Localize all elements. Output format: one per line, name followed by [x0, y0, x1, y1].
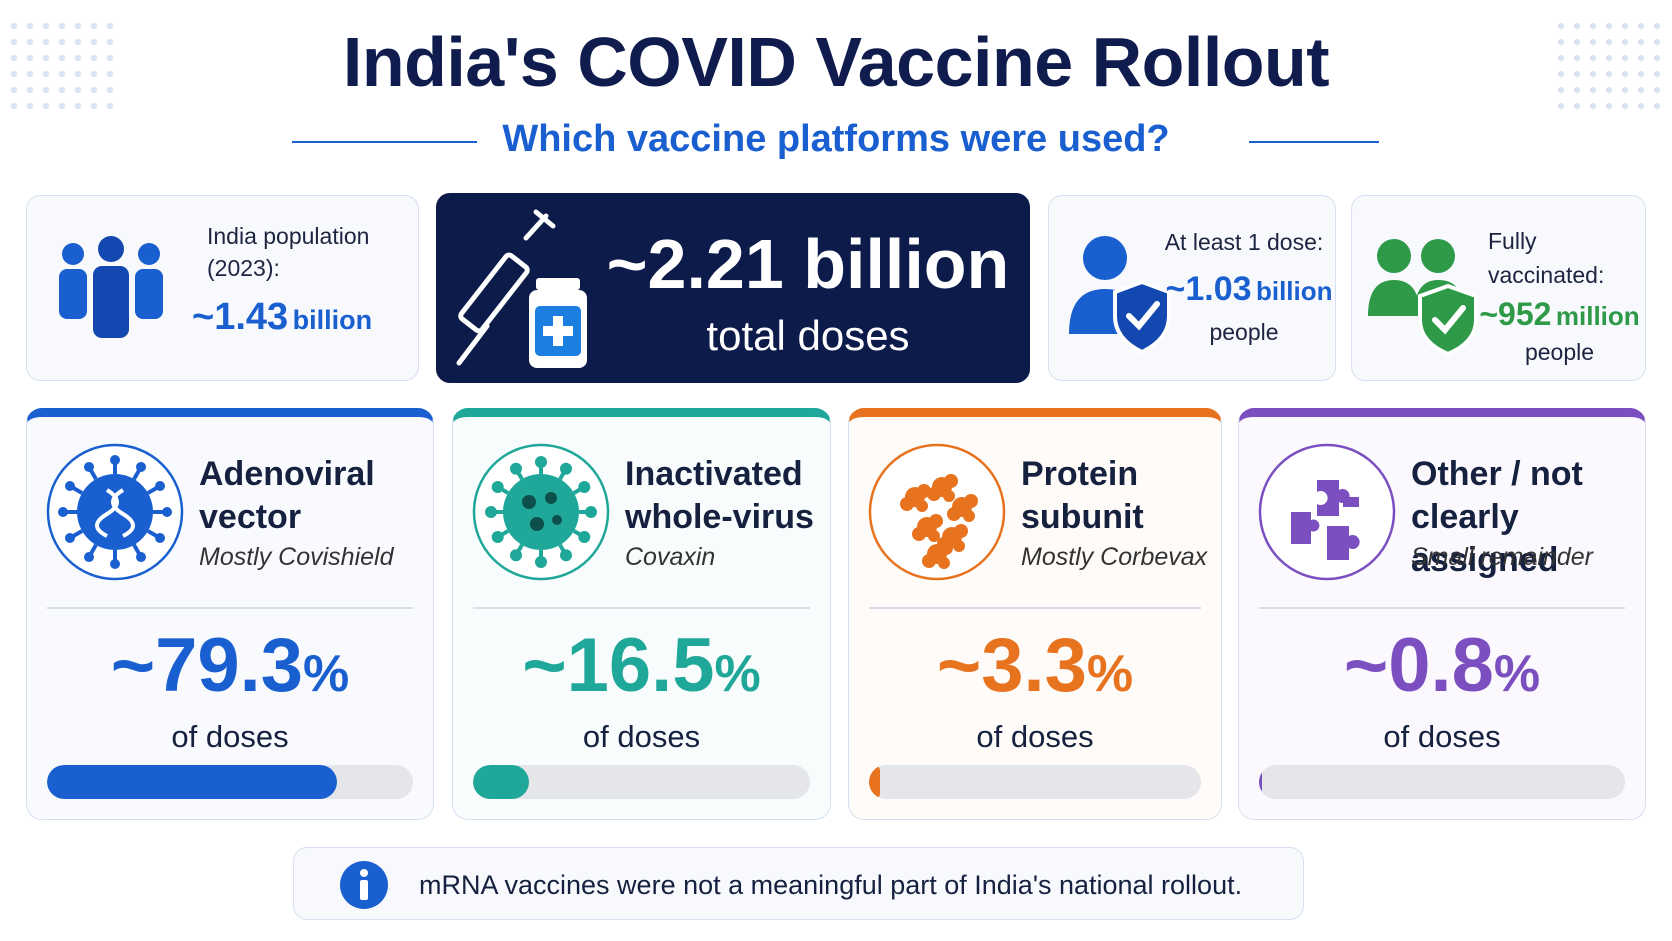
- platform-name: Other / not clearly assigned: [1411, 455, 1583, 579]
- icon-graphic: [46, 443, 184, 581]
- title: India's COVID Vaccine Rollout: [342, 23, 1330, 101]
- share-unit: %: [714, 645, 761, 703]
- platform-share: ~0.8%: [1239, 622, 1645, 709]
- icon-graphic: [472, 443, 610, 581]
- platform-name: Inactivated whole-virus: [625, 455, 814, 536]
- platform-card: Protein subunit Mostly Corbevax ~3.3% of do…: [848, 408, 1222, 820]
- total-label: total doses: [706, 312, 910, 359]
- platform-name: Protein subunit: [1021, 455, 1144, 536]
- syringe-icon: [456, 209, 587, 368]
- share-prefix: ~: [522, 623, 567, 708]
- progress-track: [47, 765, 413, 799]
- platform-share: ~3.3%: [849, 622, 1221, 709]
- people-icon: [59, 236, 163, 338]
- share-value: 3.3: [981, 623, 1087, 708]
- platform-card: Inactivated whole-virus Covaxin ~16.5% of d…: [452, 408, 831, 820]
- platform-share: ~16.5%: [453, 622, 830, 709]
- platform-card: Adenoviral vector Mostly Covishield ~79.3%…: [26, 408, 434, 820]
- info-icon: [340, 861, 388, 909]
- stat-caption: people: [1209, 319, 1279, 345]
- progress-track: [473, 765, 810, 799]
- platform-share: ~79.3%: [27, 622, 433, 709]
- subtitle: Which vaccine platforms were used?: [502, 118, 1170, 160]
- stat-value-row: ~952 million: [1472, 296, 1647, 333]
- divider: [47, 607, 413, 609]
- progress-bar: [1259, 765, 1262, 799]
- share-value: 16.5: [566, 623, 715, 708]
- share-unit: %: [1493, 645, 1541, 703]
- progress-bar: [473, 765, 529, 799]
- platform-icon: [1257, 442, 1397, 587]
- platform-note: Small remainder: [1411, 543, 1594, 571]
- decor-dots: [1555, 20, 1665, 110]
- progress-bar: [47, 765, 338, 799]
- subtitle-rule: [1249, 141, 1379, 143]
- divider: [473, 607, 810, 609]
- total-value: ~2.21 billion: [606, 225, 1010, 303]
- share-caption: of doses: [582, 719, 701, 754]
- share-prefix: ~: [936, 623, 982, 708]
- progress-track: [869, 765, 1201, 799]
- divider: [1259, 607, 1625, 609]
- progress-bar: [869, 765, 880, 799]
- divider: [869, 607, 1201, 609]
- share-prefix: ~: [110, 623, 156, 708]
- stat-caption: people: [1524, 339, 1595, 365]
- share-value: 79.3: [155, 623, 304, 708]
- icon-graphic: [1258, 443, 1396, 581]
- stat-unit: million: [1555, 301, 1640, 331]
- share-caption: of doses: [976, 719, 1094, 754]
- people-shield-icon: [1368, 239, 1478, 356]
- subtitle-rule: [292, 141, 477, 143]
- platform-note: Covaxin: [625, 543, 716, 571]
- platform-icon: [45, 442, 185, 587]
- platform-name: Adenoviral vector: [199, 455, 375, 536]
- share-prefix: ~: [1343, 623, 1389, 708]
- share-unit: %: [1086, 645, 1134, 703]
- platform-icon: [867, 442, 1007, 587]
- stat-card: At least 1 dose: ~1.03 billion people: [1048, 195, 1336, 381]
- icon-graphic: [868, 443, 1006, 581]
- progress-track: [1259, 765, 1625, 799]
- stat-card: Fully vaccinated: ~952 million people: [1351, 195, 1646, 381]
- stat-card: India population (2023): ~1.43 billion: [26, 195, 419, 381]
- stat-label: Fully vaccinated:: [1488, 228, 1605, 288]
- share-caption: of doses: [1383, 719, 1501, 754]
- stat-value-row: ~1.03 billion: [1164, 270, 1334, 309]
- footnote-box: mRNA vaccines were not a meaningful part…: [293, 847, 1304, 920]
- share-value: 0.8: [1388, 623, 1494, 708]
- stat-unit: billion: [292, 305, 373, 335]
- person-shield-icon: [1069, 236, 1171, 354]
- stat-value: ~952: [1479, 296, 1552, 332]
- footnote: mRNA vaccines were not a meaningful part…: [419, 870, 1243, 900]
- stat-value: ~1.43: [192, 296, 289, 338]
- stat-label: At least 1 dose:: [1164, 229, 1324, 255]
- stat-value-row: ~1.43 billion: [192, 296, 372, 339]
- decor-dots: [8, 20, 118, 110]
- platform-card: Other / not clearly assigned Small remain…: [1238, 408, 1646, 820]
- share-caption: of doses: [171, 719, 289, 754]
- stat-value: ~1.03: [1165, 270, 1252, 308]
- total-card: ~2.21 billion total doses: [436, 193, 1030, 383]
- share-unit: %: [303, 645, 350, 703]
- platform-note: Mostly Corbevax: [1021, 543, 1208, 571]
- platform-icon: [471, 442, 611, 587]
- stat-label: India population (2023):: [207, 223, 370, 281]
- stat-unit: billion: [1255, 276, 1333, 306]
- platform-note: Mostly Covishield: [199, 543, 394, 571]
